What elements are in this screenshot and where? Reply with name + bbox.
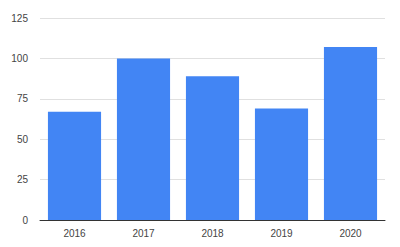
- svg-text:2020: 2020: [339, 228, 362, 239]
- svg-text:125: 125: [11, 13, 28, 24]
- svg-text:2019: 2019: [270, 228, 293, 239]
- svg-text:75: 75: [17, 93, 29, 104]
- svg-text:2016: 2016: [63, 228, 86, 239]
- svg-text:100: 100: [11, 53, 28, 64]
- svg-text:25: 25: [17, 174, 29, 185]
- svg-text:2018: 2018: [201, 228, 224, 239]
- svg-text:50: 50: [17, 134, 29, 145]
- svg-text:0: 0: [22, 215, 28, 226]
- svg-text:2017: 2017: [132, 228, 155, 239]
